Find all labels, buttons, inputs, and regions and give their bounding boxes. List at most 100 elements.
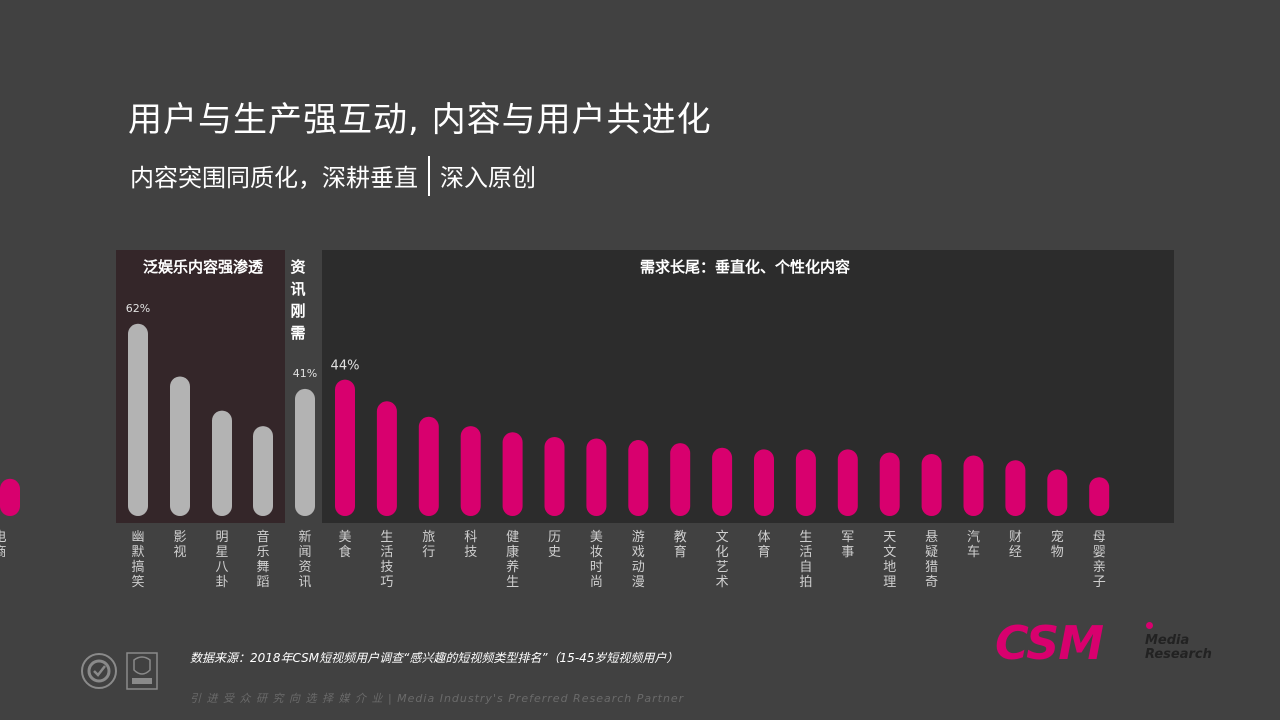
group-header-entertainment: 泛娱乐内容强渗透: [143, 258, 264, 276]
category-label-char: 历: [548, 530, 561, 545]
bar-16: [795, 449, 816, 516]
category-label-char: 美: [590, 530, 603, 545]
category-label-char: 悬: [925, 530, 938, 545]
bar-18: [879, 452, 900, 516]
category-label-char: 车: [967, 544, 980, 560]
category-label-char: 术: [716, 575, 729, 590]
category-label-char: 星: [215, 545, 228, 560]
category-label-char: 影: [173, 530, 186, 545]
bar-13: [670, 443, 691, 516]
category-label-char: 舞: [256, 560, 269, 575]
category-label-char: 艺: [716, 560, 729, 575]
tagline: 引 进 受 众 研 究 向 选 择 媒 介 业 | Media Industry…: [190, 692, 685, 705]
category-label-char: 疑: [925, 544, 938, 560]
page-title: 用户与生产强互动, 内容与用户共进化: [128, 100, 712, 140]
group-header-news-char: 讯: [290, 280, 305, 298]
category-label-char: 教: [674, 529, 687, 545]
category-label-char: 商: [0, 545, 7, 560]
category-label-char: 生: [799, 530, 812, 545]
category-label-char: 幽: [131, 530, 144, 545]
category-label-char: 行: [422, 545, 435, 560]
panel-longtail: [322, 250, 1174, 523]
category-label-char: 技: [380, 560, 393, 575]
category-label-char: 乐: [256, 545, 269, 560]
category-label-char: 军: [841, 530, 854, 545]
bar-20: [963, 455, 984, 516]
group-header-news-char: 刚: [290, 302, 305, 320]
bar-12: [628, 440, 649, 516]
category-label-char: 子: [1093, 575, 1106, 590]
category-label-char: 天: [883, 530, 896, 545]
csm-logo: CSM Media Research: [995, 618, 1225, 668]
bar-4: [295, 388, 315, 516]
category-label-char: 康: [506, 544, 519, 560]
category-label-char: 游: [632, 530, 645, 545]
category-label-char: 明: [215, 530, 228, 545]
category-label-char: 养: [506, 559, 519, 575]
data-label: 41%: [293, 367, 317, 380]
category-label-char: 蹈: [256, 575, 269, 590]
category-label-char: 生: [380, 530, 393, 545]
category-label-char: 史: [548, 545, 561, 560]
category-label-char: 地: [883, 560, 896, 575]
category-label-char: 八: [215, 560, 228, 575]
bar-3: [253, 426, 273, 516]
bar-23: [1089, 477, 1110, 516]
category-label-char: 时: [590, 560, 603, 575]
category-label-char: 新: [298, 529, 311, 545]
category-label-char: 文: [716, 530, 729, 545]
bar-10: [544, 436, 565, 516]
category-label-char: 猎: [925, 560, 938, 575]
category-label-char: 动: [632, 560, 645, 575]
category-label-char: 讯: [298, 575, 311, 590]
category-label-char: 科: [464, 530, 477, 545]
bar-0: [128, 323, 148, 516]
page-subtitle: 内容突围同质化，深耕垂直 深入原创: [130, 156, 570, 196]
logo-dot: [1146, 622, 1153, 629]
data-label: 44%: [331, 359, 360, 374]
category-label-char: 育: [674, 544, 687, 560]
bar-5: [335, 379, 355, 516]
group-header-news-char: 资: [290, 258, 305, 276]
bar-24: [0, 478, 20, 516]
category-label-char: 旅: [422, 530, 435, 545]
bar-21: [1005, 460, 1026, 516]
category-label-char: 生: [506, 575, 519, 590]
category-label-char: 事: [841, 545, 854, 560]
data-source-note: 数据来源：2018年CSM短视频用户调查“感兴趣的短视频类型排名”（15-45岁…: [190, 651, 679, 665]
category-label-char: 尚: [590, 575, 603, 590]
category-label-char: 经: [1009, 545, 1022, 560]
bar-15: [754, 449, 774, 516]
bar-19: [921, 454, 942, 516]
category-label-char: 化: [716, 545, 729, 560]
category-label-char: 视: [173, 545, 186, 560]
bar-22: [1047, 469, 1068, 516]
category-label-char: 文: [883, 545, 896, 560]
category-label-char: 搞: [131, 559, 144, 575]
category-label-char: 默: [131, 544, 144, 560]
category-label-char: 汽: [967, 530, 980, 545]
logo-main-text: CSM: [995, 616, 1104, 670]
category-label-char: 音: [256, 529, 269, 545]
category-label-char: 婴: [1093, 545, 1106, 560]
category-label-char: 资: [298, 560, 311, 575]
bar-11: [586, 438, 607, 516]
category-label-char: 技: [464, 545, 477, 560]
category-label-char: 体: [757, 530, 770, 545]
category-label-char: 食: [338, 544, 351, 560]
category-label-char: 妆: [590, 545, 603, 560]
subtitle-part-1: 内容突围同质化，深耕垂直: [130, 164, 418, 192]
subtitle-part-2: 深入原创: [440, 164, 536, 192]
logo-sub-text: Media Research: [1145, 633, 1212, 662]
category-label-char: 美: [338, 530, 351, 545]
bar-6: [376, 401, 397, 516]
category-label-char: 理: [883, 575, 896, 590]
data-label: 62%: [126, 302, 150, 315]
category-label-char: 自: [799, 560, 812, 575]
category-label-char: 戏: [632, 545, 645, 560]
category-label-char: 卦: [215, 575, 228, 590]
category-label-char: 笑: [131, 574, 144, 590]
bar-9: [502, 432, 523, 516]
category-label-char: 物: [1051, 545, 1064, 560]
bar-chart: 泛娱乐内容强渗透 资讯刚需需求长尾：垂直化、个性化内容幽默搞笑影视明星八卦音乐舞蹈…: [0, 250, 1174, 590]
